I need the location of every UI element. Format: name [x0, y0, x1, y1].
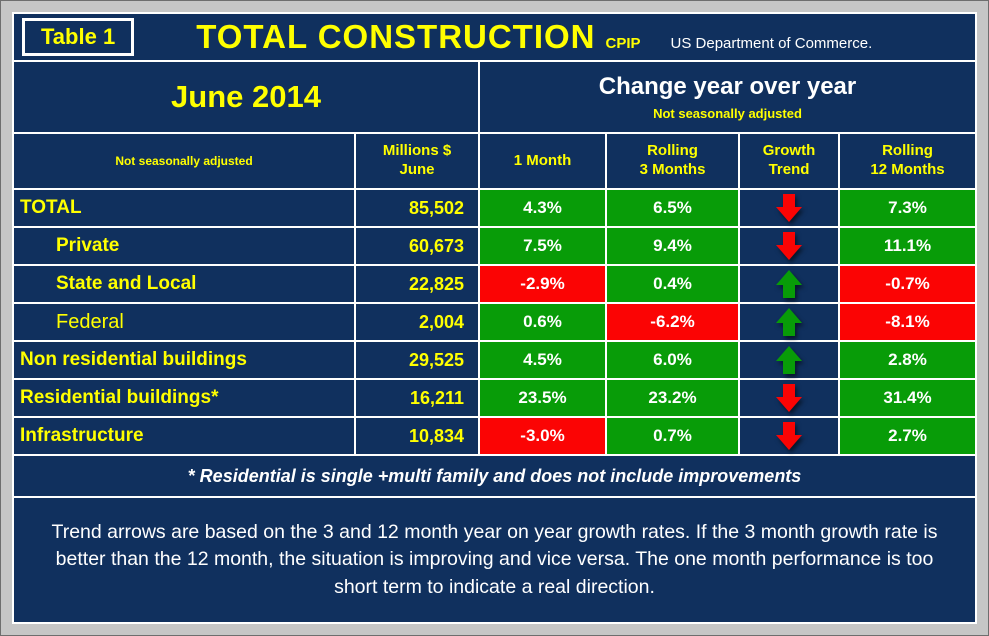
trend-arrow-icon — [776, 346, 802, 374]
row-millions: 16,211 — [356, 380, 478, 416]
row-millions: 60,673 — [356, 228, 478, 264]
construction-table-panel: Table 1 TOTAL CONSTRUCTION CPIP US Depar… — [12, 12, 977, 624]
row-1month: 7.5% — [480, 228, 605, 264]
row-label: Private — [14, 228, 354, 264]
table-row: Residential buildings* 16,211 23.5% 23.2… — [14, 380, 975, 416]
trend-arrow-icon — [776, 194, 802, 222]
column-header-category: Not seasonally adjusted — [14, 134, 354, 188]
row-rolling3: -6.2% — [607, 304, 738, 340]
column-header-rolling3: Rolling 3 Months — [607, 134, 738, 188]
column-header-growth-trend: Growth Trend — [740, 134, 838, 188]
table-row: State and Local 22,825 -2.9% 0.4% -0.7% — [14, 266, 975, 302]
column-header-rolling12: Rolling 12 Months — [840, 134, 975, 188]
row-millions: 10,834 — [356, 418, 478, 454]
row-rolling3: 0.7% — [607, 418, 738, 454]
row-1month: 4.5% — [480, 342, 605, 378]
title-group: TOTAL CONSTRUCTION CPIP US Department of… — [196, 18, 872, 56]
row-rolling3: 6.0% — [607, 342, 738, 378]
period-cell: June 2014 — [14, 62, 478, 132]
subheader-row: June 2014 Change year over year Not seas… — [14, 62, 975, 132]
row-millions: 22,825 — [356, 266, 478, 302]
column-header-millions: Millions $ June — [356, 134, 478, 188]
row-millions: 29,525 — [356, 342, 478, 378]
row-rolling3: 23.2% — [607, 380, 738, 416]
table-row: Non residential buildings 29,525 4.5% 6.… — [14, 342, 975, 378]
row-trend-cell — [740, 228, 838, 264]
row-trend-cell — [740, 304, 838, 340]
row-1month: -2.9% — [480, 266, 605, 302]
row-trend-cell — [740, 266, 838, 302]
row-rolling12: -8.1% — [840, 304, 975, 340]
change-cell: Change year over year Not seasonally adj… — [480, 62, 975, 132]
title-bar: Table 1 TOTAL CONSTRUCTION CPIP US Depar… — [14, 14, 975, 60]
row-millions: 85,502 — [356, 190, 478, 226]
row-trend-cell — [740, 380, 838, 416]
column-header-row: Not seasonally adjusted Millions $ June … — [14, 134, 975, 188]
row-rolling3: 6.5% — [607, 190, 738, 226]
table-row: TOTAL 85,502 4.3% 6.5% 7.3% — [14, 190, 975, 226]
change-title: Change year over year — [598, 73, 857, 100]
row-1month: 4.3% — [480, 190, 605, 226]
title-subtitle: CPIP — [605, 35, 641, 52]
row-1month: -3.0% — [480, 418, 605, 454]
row-millions: 2,004 — [356, 304, 478, 340]
period-label: June 2014 — [171, 79, 321, 114]
row-rolling3: 0.4% — [607, 266, 738, 302]
residential-footnote: * Residential is single +multi family an… — [14, 456, 975, 496]
column-header-1month: 1 Month — [480, 134, 605, 188]
trend-arrow-icon — [776, 384, 802, 412]
row-label: Federal — [14, 304, 354, 340]
row-rolling12: 31.4% — [840, 380, 975, 416]
row-label: Non residential buildings — [14, 342, 354, 378]
row-rolling12: -0.7% — [840, 266, 975, 302]
table-row: Private 60,673 7.5% 9.4% 11.1% — [14, 228, 975, 264]
trend-arrow-icon — [776, 232, 802, 260]
row-1month: 0.6% — [480, 304, 605, 340]
trend-arrow-icon — [776, 308, 802, 336]
trend-explanation-note: Trend arrows are based on the 3 and 12 m… — [14, 498, 975, 622]
row-rolling12: 2.8% — [840, 342, 975, 378]
trend-arrow-icon — [776, 422, 802, 450]
row-label: Residential buildings* — [14, 380, 354, 416]
row-rolling12: 2.7% — [840, 418, 975, 454]
row-rolling12: 7.3% — [840, 190, 975, 226]
row-label: State and Local — [14, 266, 354, 302]
title-source: US Department of Commerce. — [670, 35, 873, 52]
row-trend-cell — [740, 342, 838, 378]
row-label: TOTAL — [14, 190, 354, 226]
table-row: Federal 2,004 0.6% -6.2% -8.1% — [14, 304, 975, 340]
row-trend-cell — [740, 418, 838, 454]
change-note: Not seasonally adjusted — [653, 106, 802, 121]
row-rolling12: 11.1% — [840, 228, 975, 264]
row-label: Infrastructure — [14, 418, 354, 454]
trend-arrow-icon — [776, 270, 802, 298]
row-1month: 23.5% — [480, 380, 605, 416]
page-title: TOTAL CONSTRUCTION — [196, 18, 596, 55]
table-label: Table 1 — [22, 18, 135, 56]
row-rolling3: 9.4% — [607, 228, 738, 264]
table-row: Infrastructure 10,834 -3.0% 0.7% 2.7% — [14, 418, 975, 454]
row-trend-cell — [740, 190, 838, 226]
